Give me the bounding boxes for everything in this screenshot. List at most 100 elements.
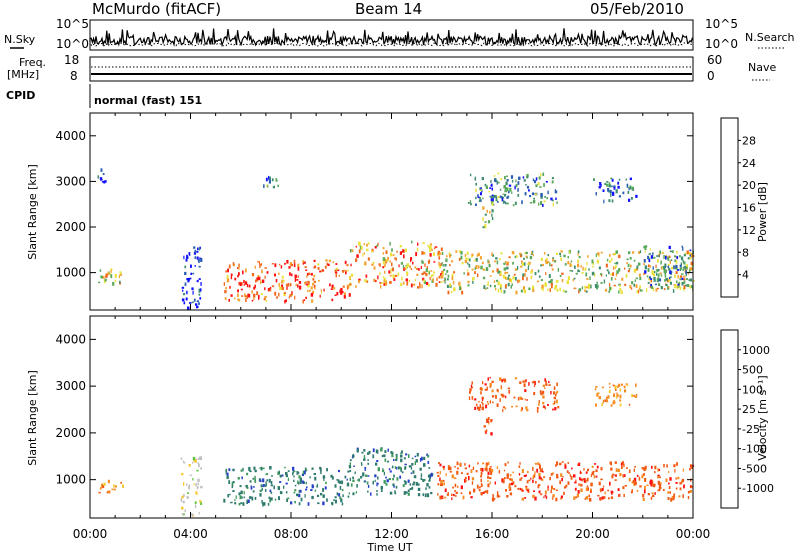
- colorbar-tick-label: -1000: [742, 482, 774, 495]
- data-cell: [305, 488, 308, 491]
- data-cell: [549, 288, 551, 292]
- data-cell: [469, 258, 471, 262]
- data-cell: [453, 287, 456, 292]
- data-cell: [452, 486, 454, 489]
- data-cell: [689, 267, 692, 271]
- data-cell: [311, 495, 314, 500]
- data-cell: [604, 399, 607, 402]
- data-cell: [484, 490, 487, 493]
- data-cell: [506, 196, 509, 199]
- data-cell: [466, 251, 469, 255]
- data-cell: [240, 502, 243, 504]
- data-cell: [256, 277, 259, 280]
- nsky-tick-top: 10^5: [56, 17, 89, 31]
- data-cell: [496, 201, 499, 203]
- data-cell: [486, 386, 488, 391]
- data-cell: [286, 498, 288, 502]
- data-cell: [350, 263, 352, 267]
- data-cell: [486, 418, 488, 423]
- data-cell: [440, 247, 443, 251]
- data-cell: [336, 492, 339, 496]
- data-cell: [673, 493, 676, 498]
- data-cell: [675, 256, 678, 259]
- data-cell: [383, 471, 385, 476]
- data-cell: [530, 477, 532, 480]
- data-cell: [100, 168, 103, 172]
- data-cell: [228, 480, 231, 484]
- data-cell: [464, 467, 468, 470]
- data-cell: [104, 180, 107, 183]
- data-cell: [544, 490, 547, 495]
- data-cell: [259, 264, 261, 269]
- data-cell: [668, 245, 671, 250]
- data-cell: [490, 198, 493, 202]
- data-cell: [619, 288, 622, 291]
- data-cell: [607, 395, 610, 399]
- data-cell: [237, 298, 240, 301]
- data-cell: [464, 463, 466, 466]
- data-cell: [293, 259, 296, 264]
- data-cell: [294, 278, 296, 282]
- data-cell: [571, 270, 574, 272]
- data-cell: [691, 267, 693, 271]
- data-cell: [502, 408, 504, 413]
- data-cell: [529, 201, 532, 204]
- data-cell: [679, 286, 682, 290]
- data-cell: [624, 283, 627, 286]
- data-cell: [547, 254, 549, 257]
- data-cell: [423, 280, 426, 284]
- data-cell: [379, 265, 381, 267]
- data-cell: [525, 255, 528, 258]
- data-cell: [367, 242, 370, 245]
- data-cell: [191, 514, 194, 517]
- data-cell: [613, 393, 616, 397]
- data-cell: [265, 483, 268, 486]
- data-cell: [477, 252, 480, 257]
- data-cell: [583, 468, 585, 471]
- data-cell: [524, 269, 528, 272]
- data-cell: [566, 470, 569, 473]
- data-cell: [658, 484, 661, 488]
- data-cell: [252, 477, 255, 480]
- data-cell: [532, 254, 534, 257]
- data-cell: [622, 463, 624, 465]
- cpid-panel: CPID normal (fast) 151: [6, 84, 202, 108]
- data-cell: [497, 172, 500, 175]
- data-cell: [390, 268, 392, 271]
- data-cell: [478, 407, 481, 411]
- data-cell: [502, 478, 505, 481]
- data-cell: [270, 491, 273, 494]
- data-cell: [429, 475, 432, 479]
- data-cell: [451, 276, 454, 281]
- data-cell: [441, 270, 444, 275]
- data-cell: [446, 493, 449, 496]
- data-cell: [648, 259, 651, 263]
- data-cell: [339, 496, 342, 500]
- data-cell: [666, 464, 668, 468]
- data-cell: [428, 486, 431, 489]
- data-cell: [578, 288, 582, 292]
- data-cell: [614, 385, 617, 389]
- data-cell: [595, 192, 597, 196]
- data-cell: [509, 483, 511, 487]
- data-cell: [562, 476, 564, 478]
- data-cell: [542, 384, 545, 387]
- nsearch-tick-bottom: 10^0: [705, 37, 738, 51]
- data-cell: [575, 479, 577, 483]
- data-cell: [608, 290, 610, 293]
- data-cell: [443, 482, 445, 486]
- data-cell: [193, 246, 196, 249]
- data-cell: [396, 250, 398, 253]
- data-cell: [269, 499, 271, 503]
- data-cell: [102, 484, 105, 489]
- data-cell: [551, 180, 554, 184]
- data-cell: [394, 491, 397, 495]
- data-cell: [272, 185, 275, 189]
- data-cell: [390, 451, 393, 454]
- data-cell: [682, 269, 684, 272]
- data-cell: [681, 480, 683, 484]
- data-cell: [669, 277, 671, 280]
- data-cell: [348, 465, 352, 469]
- data-cell: [269, 489, 272, 493]
